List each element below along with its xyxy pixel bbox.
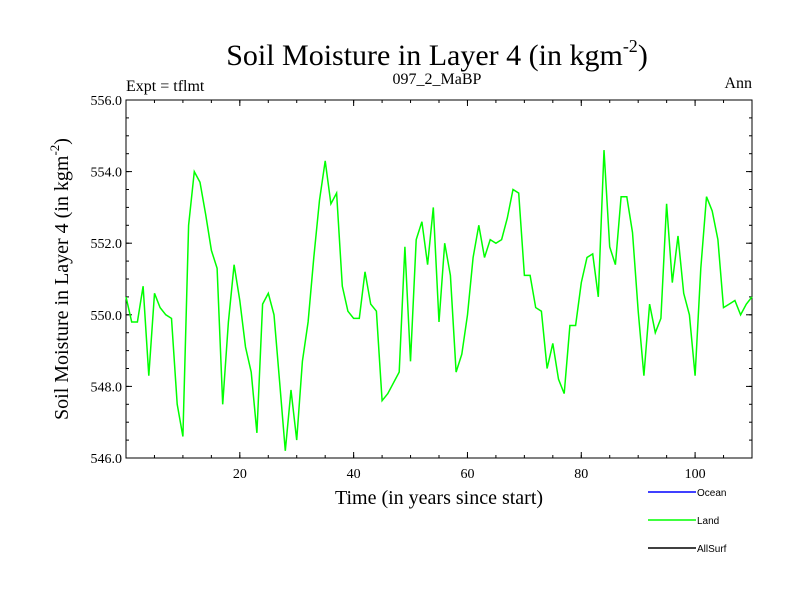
legend-label-land: Land bbox=[697, 516, 719, 527]
y-axis: 546.0 548.0 550.0 552.0 554.0 556.0 bbox=[91, 94, 752, 467]
period-label: 097_2_MaBP bbox=[393, 71, 482, 88]
y-tick-label: 552.0 bbox=[91, 237, 123, 252]
y-tick-label: 548.0 bbox=[91, 380, 123, 395]
x-axis-label: Time (in years since start) bbox=[335, 487, 543, 509]
x-tick-label: 60 bbox=[460, 467, 474, 482]
experiment-label: Expt = tflmt bbox=[126, 78, 205, 95]
x-tick-label: 100 bbox=[685, 467, 706, 482]
legend-label-ocean: Ocean bbox=[697, 488, 726, 499]
chart-title: Soil Moisture in Layer 4 (in kgm-2) bbox=[226, 36, 648, 72]
y-tick-label: 546.0 bbox=[91, 452, 123, 467]
x-tick-label: 20 bbox=[233, 467, 247, 482]
y-axis-label: Soil Moisture in Layer 4 (in kgm-2) bbox=[47, 138, 73, 420]
legend-label-allsurf: AllSurf bbox=[697, 544, 727, 555]
plot-frame bbox=[125, 99, 753, 459]
x-tick-label: 80 bbox=[574, 467, 588, 482]
legend: Ocean Land AllSurf bbox=[648, 488, 727, 555]
season-label: Ann bbox=[724, 75, 752, 92]
y-tick-label: 556.0 bbox=[91, 94, 123, 109]
series-line-land bbox=[125, 150, 753, 451]
x-tick-label: 40 bbox=[347, 467, 361, 482]
x-axis: 20 40 60 80 100 bbox=[153, 100, 725, 482]
y-tick-label: 554.0 bbox=[91, 166, 123, 181]
y-tick-label: 550.0 bbox=[91, 309, 123, 324]
